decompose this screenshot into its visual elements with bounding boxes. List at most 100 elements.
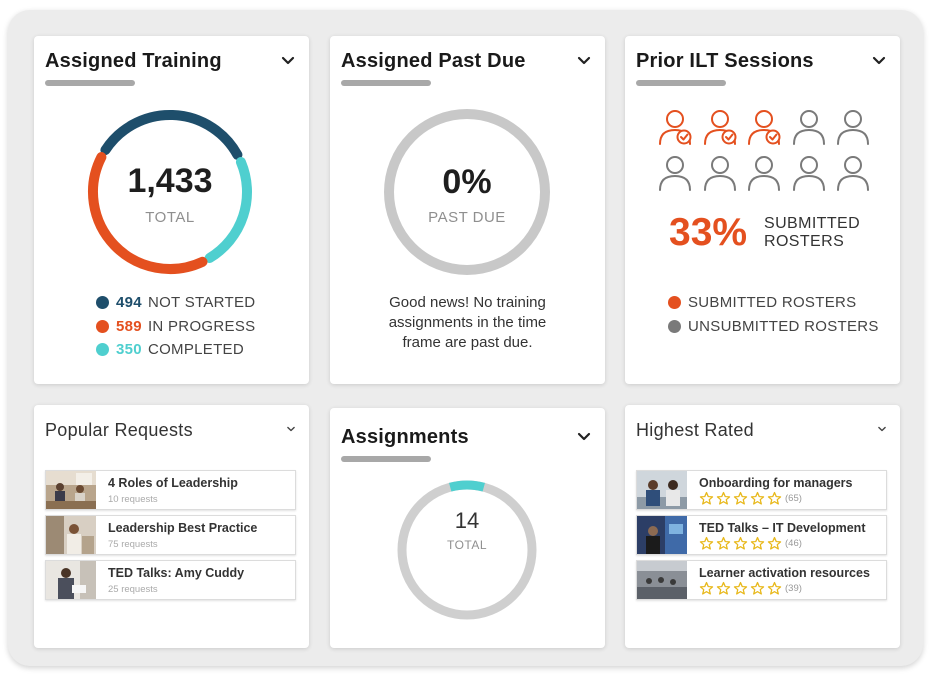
star-outline-icon bbox=[733, 536, 748, 550]
star-outline-icon bbox=[750, 491, 765, 505]
list-item[interactable]: TED Talks – IT Development (46) bbox=[636, 515, 887, 555]
card-title: Assigned Training bbox=[45, 50, 222, 72]
legend-label: COMPLETED bbox=[147, 341, 244, 359]
highest-rated-card: Highest Rated Onboarding for managers (6… bbox=[625, 405, 900, 648]
roster-legend: SUBMITTED ROSTERS UNSUBMITTED ROSTERS bbox=[668, 291, 879, 338]
highest-rated-list: Onboarding for managers (65) TED Talks –… bbox=[636, 470, 887, 605]
chevron-down-icon[interactable] bbox=[875, 422, 889, 436]
thumbnail-image bbox=[637, 471, 687, 509]
past-due-label: PAST DUE bbox=[428, 209, 506, 226]
list-item[interactable]: Leadership Best Practice 75 requests bbox=[45, 515, 296, 555]
chevron-down-icon[interactable] bbox=[575, 52, 593, 70]
star-outline-icon bbox=[716, 536, 731, 550]
card-title: Popular Requests bbox=[45, 420, 193, 440]
star-outline-icon bbox=[733, 491, 748, 505]
legend-label: UNSUBMITTED ROSTERS bbox=[688, 317, 879, 335]
person-check-icon bbox=[703, 110, 736, 145]
item-text: TED Talks: Amy Cuddy 25 requests bbox=[96, 561, 244, 599]
person-icon bbox=[792, 110, 825, 145]
item-requests: 10 requests bbox=[108, 494, 158, 505]
person-icon bbox=[748, 156, 780, 191]
stars-row bbox=[699, 491, 784, 506]
legend-label: NOT STARTED bbox=[147, 294, 256, 312]
card-title: Highest Rated bbox=[636, 420, 754, 440]
card-title: Assigned Past Due bbox=[341, 50, 526, 72]
popular-requests-list: 4 Roles of Leadership 10 requests Leader… bbox=[45, 470, 296, 605]
legend-completed: 350 COMPLETED bbox=[96, 338, 255, 362]
chevron-down-icon[interactable] bbox=[284, 422, 298, 436]
star-rating: (65) bbox=[699, 491, 853, 506]
list-item[interactable]: Onboarding for managers (65) bbox=[636, 470, 887, 510]
donut-segment-completed bbox=[204, 157, 252, 264]
list-item[interactable]: TED Talks: Amy Cuddy 25 requests bbox=[45, 560, 296, 600]
stars-row bbox=[699, 581, 784, 596]
item-requests: 25 requests bbox=[108, 584, 158, 595]
popular-requests-card: Popular Requests 4 Roles of Leadership 1… bbox=[34, 405, 309, 648]
star-outline-icon bbox=[733, 581, 748, 595]
thumbnail-image bbox=[46, 516, 96, 554]
person-icon bbox=[792, 156, 825, 191]
legend-count: 494 bbox=[116, 294, 142, 312]
title-underline bbox=[341, 80, 431, 86]
legend-dot bbox=[668, 296, 681, 310]
thumbnail-image bbox=[637, 516, 687, 554]
assigned-past-due-card: Assigned Past Due 0% PAST DUE Good news!… bbox=[330, 36, 605, 384]
star-outline-icon bbox=[750, 581, 765, 595]
thumbnail-image bbox=[46, 561, 96, 599]
rating-count: (46) bbox=[785, 538, 802, 549]
legend-dot bbox=[96, 296, 109, 310]
percent-label-line1: SUBMITTED bbox=[764, 215, 861, 232]
donut-segment-in-progress bbox=[88, 152, 208, 274]
legend-label: SUBMITTED ROSTERS bbox=[688, 294, 857, 312]
item-requests: 75 requests bbox=[108, 539, 158, 550]
list-item[interactable]: Learner activation resources (39) bbox=[636, 560, 887, 600]
title-underline bbox=[45, 80, 135, 86]
card-title: Assignments bbox=[341, 426, 469, 448]
person-icon bbox=[837, 110, 869, 145]
training-total-label: TOTAL bbox=[145, 209, 195, 226]
donut-segment-not-started bbox=[100, 110, 243, 160]
person-check-icon bbox=[748, 110, 781, 145]
past-due-ring bbox=[384, 109, 550, 275]
legend-label: IN PROGRESS bbox=[147, 317, 256, 335]
chevron-down-icon[interactable] bbox=[279, 52, 297, 70]
item-title: TED Talks: Amy Cuddy bbox=[108, 566, 245, 580]
item-text: Learner activation resources (39) bbox=[687, 561, 870, 599]
card-title: Prior ILT Sessions bbox=[636, 50, 814, 72]
training-legend: 494 NOT STARTED 589 IN PROGRESS 350 COMP… bbox=[96, 291, 255, 362]
title-underline bbox=[341, 456, 431, 462]
item-text: TED Talks – IT Development (46) bbox=[687, 516, 865, 554]
title-underline bbox=[636, 80, 726, 86]
star-outline-icon bbox=[699, 491, 714, 505]
star-outline-icon bbox=[767, 581, 782, 595]
item-text: 4 Roles of Leadership 10 requests bbox=[96, 471, 238, 509]
star-outline-icon bbox=[699, 581, 714, 595]
legend-dot bbox=[668, 319, 681, 333]
chevron-down-icon[interactable] bbox=[870, 52, 888, 70]
item-title: Onboarding for managers bbox=[699, 476, 853, 490]
item-title: Leadership Best Practice bbox=[108, 521, 258, 535]
item-title: TED Talks – IT Development bbox=[699, 521, 866, 535]
star-rating: (39) bbox=[699, 581, 870, 596]
legend-unsubmitted: UNSUBMITTED ROSTERS bbox=[668, 315, 879, 339]
chevron-down-icon[interactable] bbox=[575, 428, 593, 446]
assigned-training-card: Assigned Training 1,433 TOTAL 494 NOT ST… bbox=[34, 36, 309, 384]
legend-dot bbox=[96, 319, 109, 333]
roster-people-grid bbox=[657, 108, 877, 198]
assignments-total-label: TOTAL bbox=[446, 538, 488, 552]
list-item[interactable]: 4 Roles of Leadership 10 requests bbox=[45, 470, 296, 510]
submitted-percent-label: SUBMITTED ROSTERS bbox=[764, 215, 860, 251]
thumbnail-image bbox=[46, 471, 96, 509]
star-rating: (46) bbox=[699, 536, 865, 551]
legend-not-started: 494 NOT STARTED bbox=[96, 291, 255, 315]
person-icon bbox=[703, 156, 736, 191]
legend-count: 350 bbox=[116, 341, 142, 359]
legend-submitted: SUBMITTED ROSTERS bbox=[668, 291, 879, 315]
item-text: Leadership Best Practice 75 requests bbox=[96, 516, 257, 554]
person-icon bbox=[659, 156, 691, 191]
person-icon bbox=[837, 156, 869, 191]
rating-count: (39) bbox=[785, 583, 802, 594]
stars-row bbox=[699, 536, 784, 551]
assignments-ring bbox=[397, 480, 537, 620]
thumbnail-image bbox=[637, 561, 687, 599]
